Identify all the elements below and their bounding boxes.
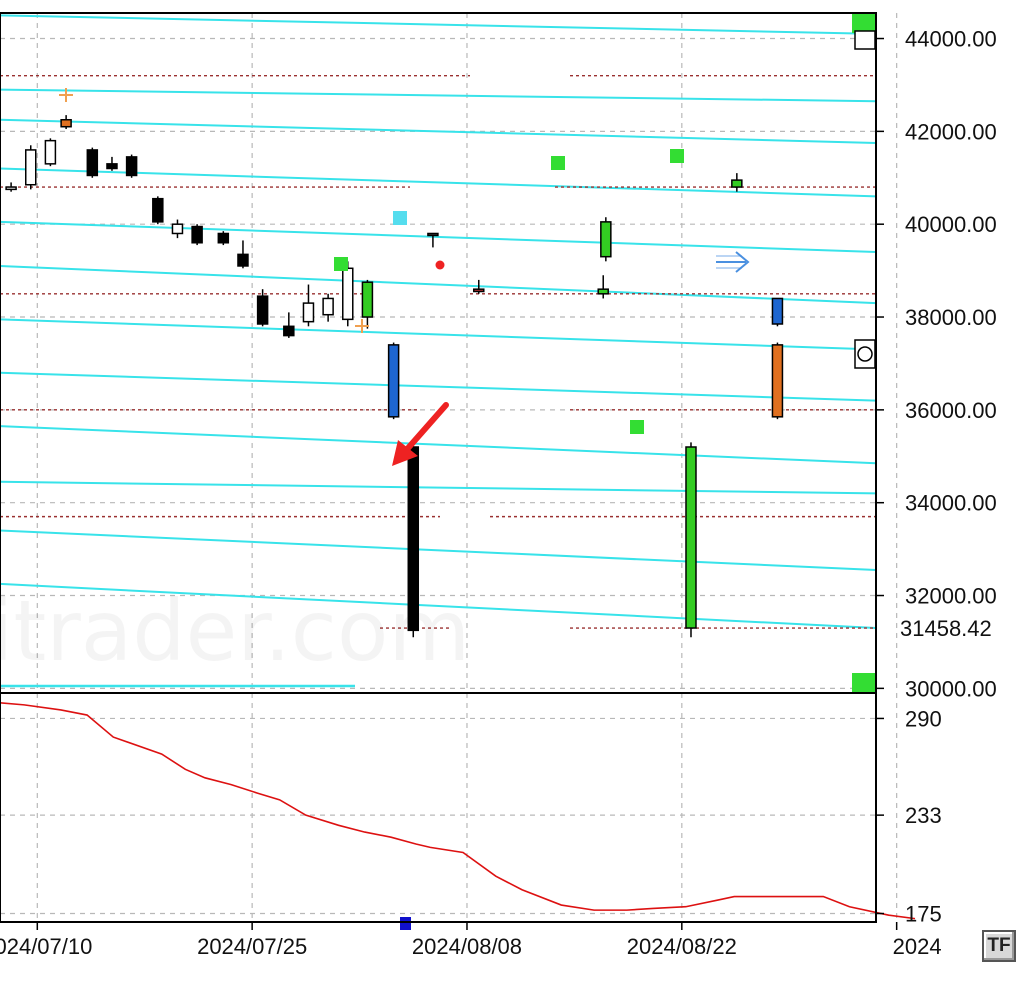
x-axis-ticks: 2024/07/10 2024/07/25 2024/08/08 2024/08/22… [0, 922, 942, 959]
signal-square [393, 211, 407, 225]
grid [0, 13, 898, 922]
axes [0, 12, 877, 923]
y-tick-label: 32000.00 [905, 584, 997, 609]
candle [171, 223, 184, 235]
trend-line [0, 529, 877, 571]
trend-line [0, 14, 877, 35]
axis-marker [854, 30, 876, 50]
signal-dot [435, 260, 445, 270]
trend-line [0, 220, 877, 254]
candle [283, 325, 295, 337]
candle [322, 297, 334, 316]
trend-line [0, 264, 877, 305]
candle [86, 149, 99, 177]
y-axis-ticks: 30000.00 32000.00 34000.00 36000.00 38000.00… [876, 27, 997, 927]
candle [342, 267, 354, 321]
y-tick-label: 30000.00 [905, 676, 997, 701]
trend-line [0, 167, 877, 198]
axis-marker [857, 346, 873, 362]
signal-square [630, 420, 644, 434]
plus-marker [355, 319, 369, 333]
candle [44, 139, 57, 165]
y-tick-label: 36000.00 [905, 398, 997, 423]
watermark: itrader.com [0, 582, 470, 680]
y-tick-label: 42000.00 [905, 119, 997, 144]
y-tick-label: 38000.00 [905, 305, 997, 330]
trend-line [0, 480, 877, 495]
candle [237, 253, 249, 267]
y-tick-label: 40000.00 [905, 212, 997, 237]
trend-lines [0, 14, 877, 688]
arrow-marker [716, 255, 742, 269]
candle [473, 288, 485, 293]
plus-marker [59, 88, 73, 102]
candle [597, 288, 609, 295]
y-tick-label: 175 [905, 902, 942, 927]
pointer-arrow [392, 440, 418, 466]
candle [302, 302, 315, 323]
candle [5, 186, 17, 191]
trend-line [0, 88, 877, 103]
trend-line [0, 425, 877, 465]
y-tick-label: 44000.00 [905, 27, 997, 52]
candle [427, 232, 439, 237]
indicator-line [0, 701, 916, 920]
candle [407, 446, 420, 632]
x-tick-label: 2024/08/08 [412, 934, 522, 959]
signal-square [852, 13, 876, 33]
arrow-marker [716, 251, 750, 273]
candle [191, 225, 203, 244]
candle [60, 119, 72, 128]
signal-square [334, 257, 348, 271]
timeframe-button[interactable]: TF [982, 930, 1016, 962]
indicator-panel [0, 701, 916, 920]
x-tick-label: 2024/07/10 [0, 934, 92, 959]
x-tick-label: 2024 [893, 934, 942, 959]
y-tick-label: 233 [905, 803, 942, 828]
candle [256, 295, 269, 325]
candle [685, 446, 697, 629]
candle [731, 179, 743, 188]
x-axis-marker [400, 917, 411, 930]
markers [59, 13, 876, 930]
candle [771, 297, 784, 325]
x-tick-label: 2024/08/22 [627, 934, 737, 959]
signal-square [551, 156, 565, 170]
signal-square [670, 149, 684, 163]
trend-line [0, 582, 877, 630]
candle [771, 344, 784, 418]
x-tick-label: 2024/07/25 [197, 934, 307, 959]
trend-line [0, 371, 877, 402]
candle [125, 156, 138, 177]
current-price-label: 31458.42 [900, 616, 992, 641]
candles [5, 115, 784, 638]
trend-line [0, 118, 877, 144]
candle [152, 197, 164, 223]
candle [106, 163, 118, 170]
trend-line [0, 318, 877, 351]
candle [361, 281, 374, 318]
candle [387, 344, 400, 418]
pointer-arrow [399, 402, 449, 458]
y-tick-label: 34000.00 [905, 491, 997, 516]
candle [217, 232, 230, 244]
candle [600, 221, 612, 258]
candle [25, 149, 37, 186]
y-tick-label: 290 [905, 706, 942, 731]
signal-square [852, 673, 876, 693]
